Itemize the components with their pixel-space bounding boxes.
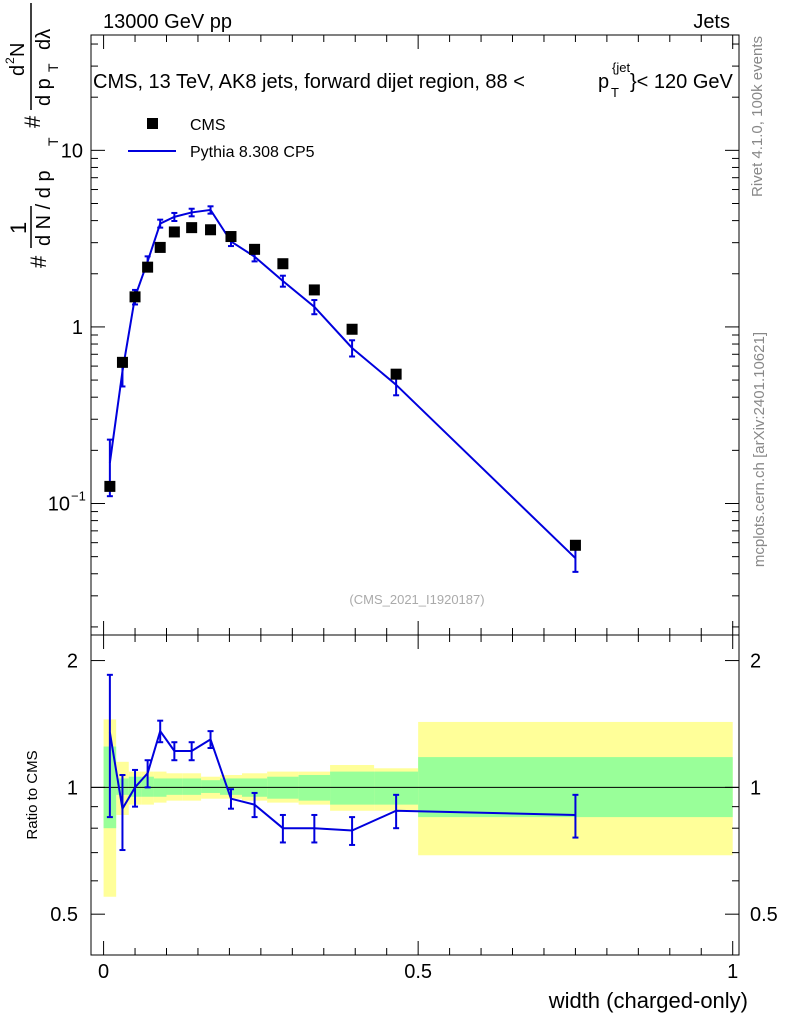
cms-point <box>142 261 154 273</box>
title-main: CMS, 13 TeV, AK8 jets, forward dijet reg… <box>93 71 525 93</box>
legend-cms-label: CMS <box>190 117 226 134</box>
ratio-y-tick-label: 0.5 <box>50 904 78 926</box>
ratio-y-tick-label-right: 1 <box>750 777 761 799</box>
cms-point <box>186 222 198 234</box>
title-close: }< 120 GeV <box>630 71 734 93</box>
ylabel-d2n-two: 2 <box>3 57 17 64</box>
cms-point <box>346 323 358 335</box>
x-tick-label: 0 <box>98 961 109 983</box>
ylabel-one: 1 <box>6 222 31 234</box>
header-right: Jets <box>693 11 730 33</box>
main-y-tick-label: 1 <box>72 317 83 339</box>
main-ylabel: # 1 d N / d p T # d 2 N d p T dλ <box>3 3 61 268</box>
ratio-y-tick-label-right: 2 <box>750 651 761 673</box>
x-axis-label: width (charged-only) <box>548 988 748 1013</box>
cms-point <box>569 539 581 551</box>
rivet-label: Rivet 4.1.0, 100k events <box>749 36 766 197</box>
cms-point <box>277 258 289 270</box>
cms-point <box>205 224 217 236</box>
x-tick-label: 0.5 <box>404 961 432 983</box>
axis-ticks <box>91 35 739 956</box>
cms-point <box>225 231 237 243</box>
cms-point <box>116 356 128 368</box>
stat-band <box>330 771 375 805</box>
stat-band <box>166 778 183 795</box>
stat-band <box>201 780 220 793</box>
cms-point <box>168 226 180 238</box>
cms-point <box>104 480 116 492</box>
ylabel-t1: T <box>45 137 61 146</box>
title-pt: p <box>598 71 609 93</box>
pythia-series <box>106 205 579 573</box>
ratio-uncertainty-bands <box>91 719 739 897</box>
pythia-line <box>108 208 577 559</box>
main-y-tick-exponent: −1 <box>71 488 86 503</box>
ylabel-dn: d N / d p <box>33 170 55 246</box>
cms-series <box>104 222 581 551</box>
ylabel-hash1: # <box>26 255 51 268</box>
cms-point <box>308 284 320 296</box>
ylabel-hash2: # <box>20 115 45 128</box>
legend: CMS Pythia 8.308 CP5 <box>128 117 315 161</box>
ratio-y-tick-label-right: 0.5 <box>750 904 778 926</box>
ratio-y-tick-label: 2 <box>67 651 78 673</box>
ylabel-t2: T <box>45 63 61 72</box>
ylabel-d2n-d: d <box>7 65 29 76</box>
cms-point <box>129 291 141 303</box>
main-frame <box>90 34 740 636</box>
chart-title: CMS, 13 TeV, AK8 jets, forward dijet reg… <box>93 60 734 100</box>
ratio-y-tick-label: 1 <box>67 777 78 799</box>
ratio-ylabel: Ratio to CMS <box>24 750 41 839</box>
x-tick-label: 1 <box>727 961 738 983</box>
title-sup: {jet <box>612 60 630 75</box>
title-sub: T <box>611 85 619 100</box>
ylabel-dlambda: dλ <box>33 29 55 50</box>
analysis-watermark: (CMS_2021_I1920187) <box>349 592 484 607</box>
mcplots-label: mcplots.cern.ch [arXiv:2401.10621] <box>751 332 768 567</box>
cms-point <box>249 243 261 255</box>
legend-pythia-label: Pythia 8.308 CP5 <box>190 144 315 161</box>
ylabel-dpt: d p <box>33 78 55 106</box>
main-y-tick-label: 10 <box>61 140 83 162</box>
cms-point <box>154 241 166 253</box>
legend-cms-marker <box>147 118 158 129</box>
ylabel-d2n-n: N <box>7 43 29 57</box>
stat-band <box>182 778 202 795</box>
main-y-tick-label: 10 <box>48 493 70 515</box>
ratio-pythia-series <box>106 673 579 852</box>
ratio-frame <box>90 634 740 956</box>
cms-point <box>390 368 402 380</box>
header-left: 13000 GeV pp <box>103 11 232 33</box>
